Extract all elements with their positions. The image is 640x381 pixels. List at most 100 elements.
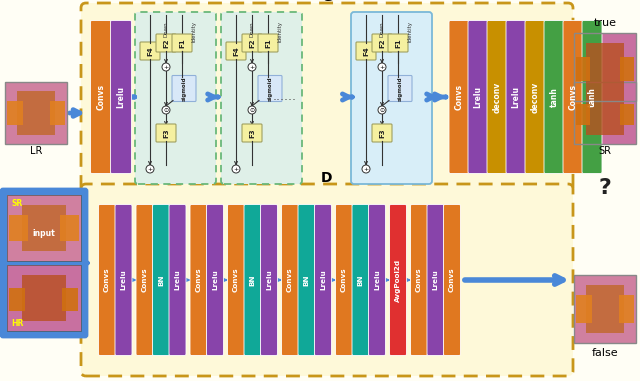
FancyBboxPatch shape [506,21,526,173]
Bar [7,265,81,331]
Text: sigmoid: sigmoid [397,76,403,101]
FancyBboxPatch shape [260,205,278,355]
Text: +: + [234,167,239,172]
Text: F3: F3 [249,128,255,138]
Text: Lrelu: Lrelu [433,270,438,290]
Text: Lrelu: Lrelu [374,270,380,290]
FancyBboxPatch shape [1,189,87,337]
Text: F4: F4 [363,46,369,56]
Text: D: D [321,171,333,185]
Text: Identity: Identity [408,21,413,42]
FancyBboxPatch shape [544,21,564,173]
Bar [7,195,81,261]
Text: BN: BN [303,274,310,286]
Text: +: + [364,167,369,172]
Text: Convs: Convs [568,84,577,110]
Bar [22,275,66,321]
Bar [7,195,81,261]
FancyBboxPatch shape [388,75,412,101]
Bar [50,101,65,125]
Text: Lrelu: Lrelu [511,86,520,108]
Text: +: + [250,65,255,70]
Text: F4: F4 [147,46,153,56]
Circle shape [378,106,386,114]
Bar [61,288,78,311]
Text: F3: F3 [163,128,169,138]
Bar [574,275,636,343]
Text: Lrelu: Lrelu [175,270,180,290]
Text: input: input [33,229,56,237]
Bar [7,101,22,125]
Circle shape [248,106,256,114]
FancyBboxPatch shape [244,205,261,355]
FancyBboxPatch shape [140,42,160,60]
FancyBboxPatch shape [136,205,153,355]
Text: Down: Down [163,21,168,37]
Text: F2: F2 [163,38,169,48]
Text: F1: F1 [179,38,185,48]
Text: Convs: Convs [233,268,239,292]
Text: Lrelu: Lrelu [212,270,218,290]
Bar [619,295,634,323]
Bar [586,43,623,91]
Text: ⊙: ⊙ [250,108,255,113]
Text: Down: Down [380,21,385,37]
Text: Convs: Convs [449,268,455,292]
Bar [620,104,634,125]
Bar [5,82,67,144]
Text: F2: F2 [379,38,385,48]
Bar [574,33,636,101]
FancyBboxPatch shape [115,205,132,355]
Text: false: false [592,348,618,358]
Text: ......: ...... [273,91,296,104]
Text: +: + [163,65,168,70]
FancyBboxPatch shape [156,34,176,52]
Bar [574,82,636,144]
Circle shape [378,63,386,71]
Text: Convs: Convs [341,268,347,292]
Text: G: G [321,0,333,4]
Text: tanh: tanh [550,87,559,107]
Bar [9,288,26,311]
Text: sigmoid: sigmoid [182,76,186,101]
Text: deconv: deconv [531,82,540,113]
FancyBboxPatch shape [172,75,196,101]
FancyBboxPatch shape [356,42,376,60]
FancyBboxPatch shape [372,34,392,52]
FancyBboxPatch shape [563,21,583,173]
Circle shape [162,63,170,71]
Text: ⊙: ⊙ [163,108,168,113]
FancyBboxPatch shape [372,124,392,142]
FancyBboxPatch shape [468,21,488,173]
FancyBboxPatch shape [242,124,262,142]
FancyBboxPatch shape [81,3,573,191]
FancyBboxPatch shape [369,205,385,355]
Bar [17,91,54,135]
Text: BN: BN [358,274,364,286]
FancyBboxPatch shape [351,12,432,184]
Bar [586,285,623,333]
Circle shape [362,165,370,173]
Text: Convs: Convs [195,268,202,292]
Text: LR: LR [30,146,42,156]
FancyBboxPatch shape [207,205,223,355]
Text: ⊙: ⊙ [380,108,385,113]
Text: Lrelu: Lrelu [266,270,272,290]
Bar [620,57,634,81]
FancyBboxPatch shape [227,205,244,355]
Circle shape [146,165,154,173]
Text: Down: Down [250,21,255,37]
FancyBboxPatch shape [444,205,461,355]
FancyBboxPatch shape [335,205,353,355]
FancyBboxPatch shape [135,12,216,184]
Text: Lrelu: Lrelu [320,270,326,290]
FancyBboxPatch shape [427,205,444,355]
FancyBboxPatch shape [449,21,469,173]
Text: Convs: Convs [454,84,463,110]
Bar [5,82,67,144]
Text: Identity: Identity [278,21,282,42]
FancyBboxPatch shape [190,205,207,355]
Text: F2: F2 [249,38,255,48]
Text: AvgPool2d: AvgPool2d [395,258,401,302]
Text: Lrelu: Lrelu [116,86,125,108]
